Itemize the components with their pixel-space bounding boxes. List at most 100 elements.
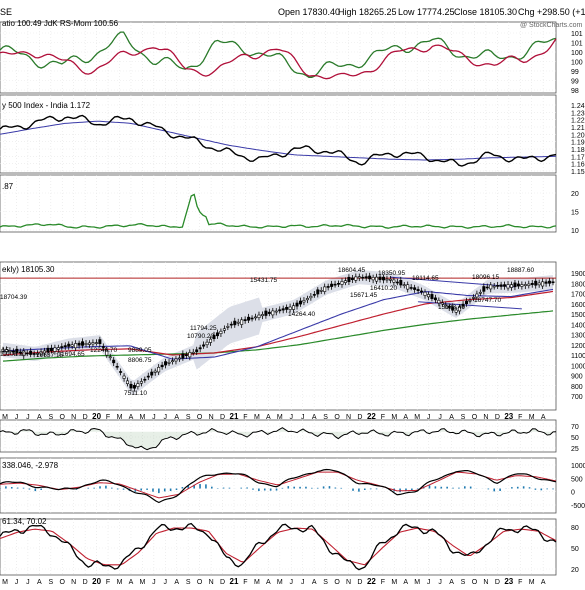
candle-body [289, 307, 291, 310]
mid-tick: 10 [571, 228, 579, 235]
macd-bar [540, 489, 542, 491]
candle-body [206, 342, 208, 345]
candle-body [389, 279, 391, 280]
macd-bar [164, 489, 166, 492]
x-axis-label: D [220, 579, 225, 585]
candle-body [81, 342, 83, 346]
candle-body [95, 343, 97, 344]
candle-body [538, 283, 540, 285]
x-axis-label: J [152, 414, 156, 421]
price-annotation: 9889.05 [128, 347, 152, 354]
x-axis-label: D [357, 579, 362, 585]
candle-body [382, 277, 384, 280]
price-tick: 900 [571, 374, 583, 381]
stoch-tick: 20 [571, 567, 579, 574]
candle-body [140, 381, 142, 383]
x-axis-label: N [71, 579, 76, 585]
candle-body [116, 366, 118, 367]
x-axis-label: O [60, 414, 66, 421]
x-axis-label: S [323, 579, 328, 585]
macd-bar [523, 486, 525, 488]
candle-body [275, 311, 277, 312]
macd-bar [182, 487, 184, 488]
x-axis-label: N [209, 579, 214, 585]
macd-bar [299, 487, 301, 489]
macd-bar [429, 485, 431, 488]
candle-body [261, 314, 263, 315]
x-axis-label: A [449, 579, 454, 585]
candle-body [365, 277, 367, 279]
candle-body [327, 286, 329, 287]
candle-body [552, 282, 554, 283]
candle-body [68, 344, 70, 346]
candle-body [130, 384, 132, 388]
candle-body [192, 352, 194, 353]
price-tick: 1200 [571, 343, 585, 350]
x-axis-label: J [427, 414, 431, 421]
candle-body [230, 324, 232, 325]
candle-body [144, 379, 146, 380]
candle-body [244, 320, 246, 321]
macd-bar [17, 488, 19, 489]
candle-body [503, 285, 505, 287]
candle-body [479, 292, 481, 293]
candle-body [379, 277, 381, 280]
macd-bar [458, 488, 460, 489]
price-tick: 1100 [571, 353, 585, 360]
candle-body [372, 277, 374, 279]
high-value: High 18265.25 [338, 7, 397, 17]
candle-body [490, 285, 492, 289]
candle-body [375, 277, 377, 281]
candle-body [227, 326, 229, 327]
x-axis-label: A [403, 414, 408, 421]
macd-bar [87, 488, 89, 489]
macd-bar [440, 487, 442, 489]
candle-body [29, 351, 31, 354]
price-annotation: 18604.45 [338, 267, 365, 274]
candle-body [496, 285, 498, 286]
candle-body [493, 286, 495, 287]
candle-body [92, 343, 94, 344]
x-axis-label: A [312, 414, 317, 421]
price-tick: 700 [571, 394, 583, 401]
x-axis-label: M [529, 579, 535, 585]
macd-bar [493, 489, 495, 492]
x-axis-label: A [174, 579, 179, 585]
x-axis-label: J [164, 579, 168, 585]
macd-bar [323, 486, 325, 488]
candle-body [247, 317, 249, 320]
macd-bar [287, 486, 289, 488]
candle-body [33, 353, 35, 354]
x-axis-label: A [174, 414, 179, 421]
candle-body [109, 357, 111, 358]
candle-body [279, 310, 281, 311]
macd-bar [199, 484, 201, 488]
macd-bar [29, 489, 31, 490]
candle-body [407, 285, 409, 289]
candle-body [465, 301, 467, 304]
candle-body [240, 320, 242, 325]
x-axis-label: D [495, 579, 500, 585]
x-axis-label: J [26, 579, 30, 585]
rs-tick: 1.17 [571, 154, 585, 161]
candle-body [434, 298, 436, 300]
candle-body [431, 294, 433, 298]
x-axis-label: M [414, 414, 420, 421]
macd-bar [511, 487, 513, 488]
rs-tick: 1.19 [571, 140, 585, 147]
x-axis-label: N [346, 414, 351, 421]
x-axis-label: M [277, 579, 283, 585]
macd-bar [311, 488, 313, 489]
candle-body [323, 287, 325, 292]
candle-body [57, 348, 59, 350]
candle-body [368, 276, 370, 279]
macd-legend: 338.046, -2.978 [2, 461, 59, 470]
roc-tick: 50 [571, 435, 579, 442]
x-axis-label: O [197, 414, 203, 421]
x-axis-label: A [541, 579, 546, 585]
price-legend: ekly) 18105.30 [2, 265, 55, 274]
x-axis-label: J [26, 414, 30, 421]
macd-bar [293, 487, 295, 489]
candle-body [237, 322, 239, 323]
x-axis-label: J [164, 414, 168, 421]
